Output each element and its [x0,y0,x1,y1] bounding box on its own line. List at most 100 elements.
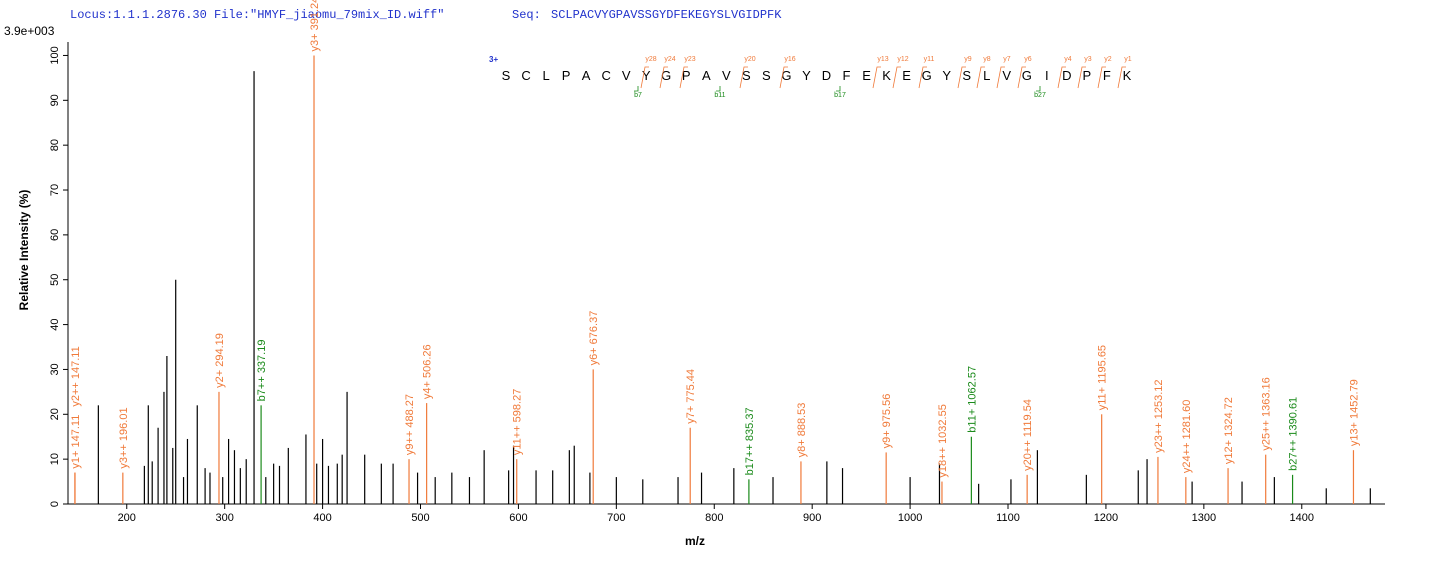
residue: V [622,68,631,83]
residue: Y [802,68,811,83]
y-tick-label: 40 [49,318,61,330]
y-tick-label: 60 [49,229,61,241]
y-ion: y11 [924,56,935,63]
y-ion-mark [1117,66,1126,89]
residue: P [562,68,571,83]
residue: S [762,68,771,83]
y-ion-mark [1077,66,1086,89]
y-ion: y9 [964,56,972,63]
y-ion: y28 [645,56,656,63]
residue: E [902,68,911,83]
peak-label: y2++ 147.11 [70,346,82,406]
x-tick-label: 1200 [1094,512,1118,524]
peak-label: y9++ 488.27 [404,394,416,455]
y-ion: y2 [1104,56,1112,63]
residue: Y [642,68,651,83]
peak-label: b17++ 835.37 [744,407,756,475]
peak-label: y8+ 888.53 [796,403,808,458]
residue: F [843,68,851,83]
y-tick-label: 90 [49,94,61,106]
residue: S [502,68,511,83]
x-tick-label: 600 [509,512,527,524]
peak-label: y2+ 294.19 [214,333,226,388]
y-ion: y6 [1024,56,1032,63]
y-ion-mark [779,66,788,89]
y-ion-mark [640,66,649,89]
residue: G [922,68,932,83]
y-ion: y7 [1003,56,1011,63]
peak-label: y24++ 1281.60 [1181,400,1193,473]
y-ion: y13 [877,56,888,63]
residue: S [742,68,751,83]
b-ion: b11 [714,92,725,99]
y-ion: y24 [664,56,675,63]
y-ion: y4 [1064,56,1072,63]
b-ion-mark [1036,86,1041,92]
peak-label: y6+ 676.37 [588,311,600,366]
residue: V [1002,68,1011,83]
x-tick-label: 500 [411,512,429,524]
residue: K [1123,68,1132,83]
peak-label: y9+ 975.56 [881,394,893,449]
y-ion-mark [679,66,688,89]
y-ion: y1 [1124,56,1132,63]
seq-label: Seq: [512,8,541,22]
peak-label: y7+ 775.44 [685,369,697,424]
residue: G [661,68,671,83]
y-ion: y16 [784,56,795,63]
residue: C [601,68,610,83]
peak-label: y11++ 598.27 [512,389,524,455]
peak-label: y20++ 1119.54 [1022,399,1034,471]
x-tick-label: 400 [313,512,331,524]
residue: Y [942,68,951,83]
y-max: 3.9e+003 [4,24,55,38]
y-tick-label: 80 [49,139,61,151]
locus: Locus:1.1.1.2876.30 File:"HMYF_jiaomu_79… [70,8,444,22]
x-tick-label: 800 [705,512,723,524]
y-ion: y23 [684,56,695,63]
y-tick-label: 50 [49,274,61,286]
b-ion-mark [634,86,639,92]
peak-label: y18++ 1032.55 [937,404,949,477]
residue: P [682,68,691,83]
peak-label: y11+ 1195.65 [1097,345,1109,410]
y-ion-mark [996,66,1005,89]
residue: I [1045,68,1049,83]
y-tick-label: 20 [49,408,61,420]
peak-label: y13+ 1452.79 [1348,379,1360,446]
x-tick-label: 700 [607,512,625,524]
b-ion-mark [716,86,721,92]
residue: P [1083,68,1092,83]
y-ion-mark [918,66,927,89]
y-ion-mark [892,66,901,89]
residue: G [781,68,791,83]
y-ion-mark [957,66,966,89]
residue: V [722,68,731,83]
residue: G [1022,68,1032,83]
y-tick-label: 10 [49,453,61,465]
residue: A [702,68,711,83]
x-tick-label: 1100 [996,512,1020,524]
residue: F [1103,68,1111,83]
seq: SCLPACVYGPAVSSGYDFEKEGYSLVGIDPFK [551,8,782,22]
peak-label: y25++ 1363.16 [1261,377,1273,450]
peak-label: y3++ 196.01 [118,407,130,468]
y-ion: y12 [897,56,908,63]
residue: E [862,68,871,83]
y-tick-label: 100 [49,46,61,64]
y-label: Relative Intensity (%) [17,190,31,311]
y-tick-label: 0 [49,501,61,507]
y-ion: y3 [1084,56,1092,63]
x-tick-label: 300 [215,512,233,524]
residue: L [983,68,990,83]
y-ion-mark [872,66,881,89]
residue: S [962,68,971,83]
y-tick-label: 70 [49,184,61,196]
residue: L [542,68,549,83]
peak-label: y23++ 1253.12 [1153,379,1165,452]
residue: D [822,68,831,83]
b-ion: b27 [1034,92,1046,99]
y-tick-label: 30 [49,363,61,375]
y-ion-mark [1057,66,1066,89]
